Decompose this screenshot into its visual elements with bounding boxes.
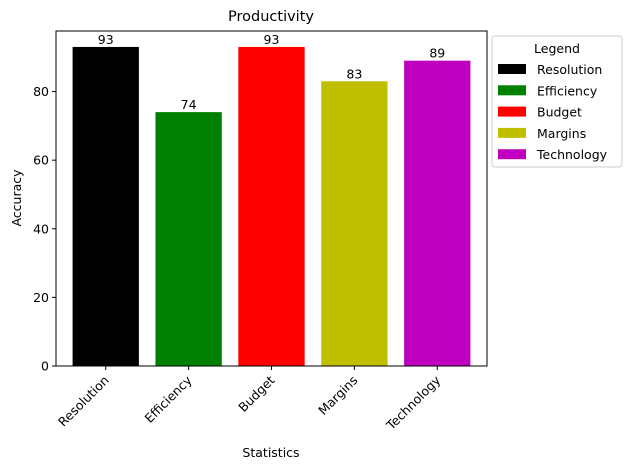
bar-value-label: 93 bbox=[98, 32, 114, 47]
legend-swatch bbox=[498, 127, 526, 138]
x-axis: Resolution Efficiency Budget Margins Technol… bbox=[55, 366, 444, 433]
legend-entry-label: Efficiency bbox=[537, 83, 598, 98]
bar-value-label: 89 bbox=[429, 46, 445, 61]
bar-value-labels: 93 74 93 83 89 bbox=[98, 32, 445, 112]
legend-swatch bbox=[498, 149, 526, 160]
x-tick-label: Efficiency bbox=[142, 372, 196, 426]
y-tick-label: 40 bbox=[33, 221, 49, 236]
y-tick-label: 0 bbox=[41, 359, 49, 374]
legend-swatch bbox=[498, 85, 526, 96]
bar-value-label: 93 bbox=[264, 32, 280, 47]
legend: Legend Resolution Efficiency Budget Margins… bbox=[491, 35, 623, 168]
legend-swatch bbox=[498, 106, 526, 117]
plot-area: 93 74 93 83 89 0 20 40 60 80 Resolution Efficienc… bbox=[33, 30, 488, 433]
legend-entry-label: Technology bbox=[536, 147, 608, 162]
legend-entry-label: Resolution bbox=[537, 62, 602, 77]
legend-swatch bbox=[498, 64, 526, 74]
x-tick-label: Resolution bbox=[55, 373, 112, 430]
legend-entry-label: Margins bbox=[537, 126, 586, 141]
chart-title: Productivity bbox=[228, 9, 314, 25]
x-tick-label: Technology bbox=[383, 372, 444, 433]
x-tick-label: Margins bbox=[315, 373, 360, 418]
bar-margins bbox=[321, 81, 388, 366]
bar-value-label: 74 bbox=[181, 97, 197, 112]
bar-resolution bbox=[72, 46, 139, 366]
bar-technology bbox=[404, 60, 471, 367]
legend-entry-label: Budget bbox=[537, 105, 582, 120]
bar-efficiency bbox=[155, 112, 222, 366]
y-axis-label: Accuracy bbox=[9, 169, 24, 227]
x-axis-label: Statistics bbox=[242, 445, 299, 460]
y-tick-label: 20 bbox=[33, 290, 49, 305]
x-tick-label: Budget bbox=[235, 372, 277, 414]
y-tick-label: 60 bbox=[33, 153, 49, 168]
legend-title: Legend bbox=[534, 41, 580, 56]
y-axis: 0 20 40 60 80 bbox=[33, 84, 56, 374]
bar-budget bbox=[238, 46, 305, 366]
bar-value-label: 83 bbox=[346, 66, 362, 81]
y-tick-label: 80 bbox=[33, 84, 49, 99]
legend-entries: Resolution Efficiency Budget Margins Technol… bbox=[498, 62, 608, 162]
bars bbox=[72, 46, 471, 367]
